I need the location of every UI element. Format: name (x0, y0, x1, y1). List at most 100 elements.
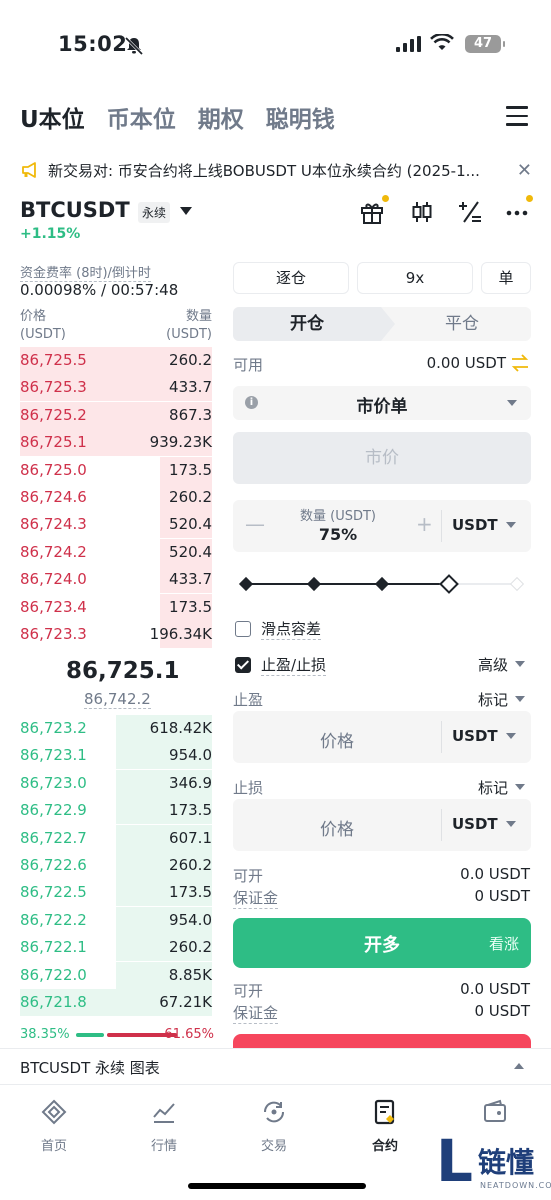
ask-price: 86,725.0 (20, 460, 87, 479)
tpsl-checkbox[interactable] (235, 657, 251, 673)
nav-trade[interactable]: 交易 (239, 1099, 309, 1154)
bid-row[interactable]: 86,722.7 607.1 (20, 824, 212, 852)
chevron-down-icon[interactable] (515, 784, 525, 790)
bid-row[interactable]: 86,722.5 173.5 (20, 879, 212, 907)
order-type-select[interactable]: i 市价单 (233, 386, 531, 420)
leverage-button[interactable]: 9x (357, 262, 473, 294)
bid-row[interactable]: 86,723.1 954.0 (20, 742, 212, 770)
tp-unit-select[interactable]: USDT (452, 727, 498, 745)
quantity-input[interactable]: — 数量 (USDT) 75% + USDT (233, 500, 531, 552)
sell-max-label: 可开 (233, 982, 264, 1000)
chart-drawer-bar[interactable]: BTCUSDT 永续 图表 (0, 1048, 551, 1084)
ask-price: 86,724.6 (20, 488, 87, 506)
open-long-button[interactable]: 开多 看涨 (233, 918, 531, 968)
candlestick-icon[interactable] (408, 198, 436, 226)
take-profit-label: 止盈 (233, 691, 264, 709)
depth-bar (160, 484, 212, 511)
chevron-down-icon[interactable] (515, 696, 525, 702)
ask-quantity: 173.5 (169, 460, 212, 479)
ask-row[interactable]: 86,725.0 173.5 (20, 456, 212, 484)
sell-margin-label[interactable]: 保证金 (233, 1004, 279, 1024)
transfer-icon[interactable] (510, 354, 530, 372)
ask-row[interactable]: 86,723.4 173.5 (20, 593, 212, 621)
bid-price: 86,722.9 (20, 801, 87, 820)
tab-options[interactable]: 期权 (197, 107, 244, 133)
chevron-up-icon[interactable] (514, 1063, 524, 1069)
slippage-checkbox[interactable] (235, 621, 251, 637)
bid-row[interactable]: 86,722.6 260.2 (20, 852, 212, 879)
advanced-select[interactable]: 高级 (477, 656, 508, 674)
quantity-unit-select[interactable]: USDT (452, 516, 498, 534)
bid-row[interactable]: 86,722.2 954.0 (20, 906, 212, 934)
quantity-column-header[interactable]: 数量 (USDT) (166, 309, 212, 342)
quantity-value[interactable]: 75% (318, 525, 358, 544)
chevron-down-icon[interactable] (515, 661, 525, 667)
ask-row[interactable]: 86,725.2 867.3 (20, 401, 212, 429)
ask-row[interactable]: 86,725.3 433.7 (20, 374, 212, 402)
announcement-banner[interactable]: 新交易对: 币安合约将上线BOBUSDT U本位永续合约 (2025-1... … (20, 158, 532, 182)
ask-row[interactable]: 86,724.3 520.4 (20, 511, 212, 539)
gift-icon[interactable] (358, 198, 386, 226)
slider-stop-100[interactable] (509, 576, 525, 592)
ask-row[interactable]: 86,724.6 260.2 (20, 484, 212, 511)
minus-icon[interactable]: — (245, 512, 265, 536)
ask-row[interactable]: 86,725.5 260.2 (20, 347, 212, 374)
slider-handle[interactable] (439, 574, 459, 594)
quantity-slider[interactable] (238, 574, 525, 594)
menu-icon[interactable] (506, 106, 528, 132)
plus-icon[interactable]: + (416, 512, 433, 536)
ask-row[interactable]: 86,723.3 196.34K (20, 621, 212, 648)
tab-smart-money[interactable]: 聪明钱 (265, 107, 335, 133)
bid-row[interactable]: 86,722.9 173.5 (20, 797, 212, 825)
ask-price: 86,723.3 (20, 625, 87, 643)
tpsl-label[interactable]: 止盈/止损 (261, 656, 327, 676)
funding-rate-label[interactable]: 资金费率 (8时)/倒计时 (20, 262, 151, 282)
info-icon[interactable]: i (245, 396, 258, 409)
ask-row[interactable]: 86,725.1 939.23K (20, 429, 212, 457)
ask-quantity: 433.7 (169, 570, 212, 589)
price-column-header: 价格 (USDT) (20, 309, 66, 342)
tab-coinm[interactable]: 币本位 (106, 107, 176, 133)
tab-usdm[interactable]: U本位 (20, 107, 85, 133)
ask-row[interactable]: 86,724.0 433.7 (20, 566, 212, 594)
tab-close[interactable]: 平仓 (445, 314, 479, 334)
open-short-button[interactable] (233, 1034, 531, 1048)
nav-home[interactable]: 首页 (19, 1099, 89, 1154)
depth-bar (20, 347, 212, 374)
open-close-toggle: 开仓 平仓 (233, 307, 531, 341)
margin-mode-button[interactable]: 逐仓 (233, 262, 349, 294)
buy-margin-label[interactable]: 保证金 (233, 889, 279, 909)
slider-stop-50[interactable] (374, 576, 390, 592)
depth-bar (116, 824, 212, 852)
depth-bar (160, 621, 212, 648)
nav-markets[interactable]: 行情 (129, 1099, 199, 1154)
tp-trigger-select[interactable]: 标记 (477, 691, 508, 709)
bid-row[interactable]: 86,723.0 346.9 (20, 769, 212, 797)
bottom-navigation: 首页 行情 交易 合约 资产 L 链懂 (0, 1084, 551, 1200)
slippage-label[interactable]: 滑点容差 (261, 620, 322, 640)
bid-row[interactable]: 86,722.0 8.85K (20, 961, 212, 989)
slider-stop-25[interactable] (306, 576, 322, 592)
sell-max-value: 0.0 USDT (460, 980, 530, 998)
sl-trigger-select[interactable]: 标记 (477, 779, 508, 797)
chevron-down-icon[interactable] (180, 207, 192, 215)
symbol-name[interactable]: BTCUSDT (20, 198, 130, 222)
stop-loss-input[interactable]: 价格 USDT (233, 799, 531, 851)
bid-row[interactable]: 86,723.2 618.42K (20, 715, 212, 742)
nav-wallet[interactable]: 资产 (460, 1099, 530, 1154)
bid-row[interactable]: 86,722.1 260.2 (20, 934, 212, 962)
mark-price[interactable]: 86,742.2 (84, 690, 151, 709)
more-icon[interactable] (504, 198, 532, 226)
sl-unit-select[interactable]: USDT (452, 815, 498, 833)
close-icon[interactable]: ✕ (516, 159, 532, 181)
ask-row[interactable]: 86,724.2 520.4 (20, 538, 212, 566)
bell-muted-icon (124, 36, 144, 56)
take-profit-input[interactable]: 价格 USDT (233, 711, 531, 763)
ask-price: 86,723.4 (20, 597, 87, 616)
slider-stop-0[interactable] (238, 576, 254, 592)
tab-open[interactable]: 开仓 (233, 307, 395, 341)
position-mode-button[interactable]: 单 (481, 262, 531, 294)
nav-futures[interactable]: 合约 (350, 1099, 420, 1154)
calculator-icon[interactable] (456, 198, 484, 226)
bid-row[interactable]: 86,721.8 67.21K (20, 989, 212, 1016)
